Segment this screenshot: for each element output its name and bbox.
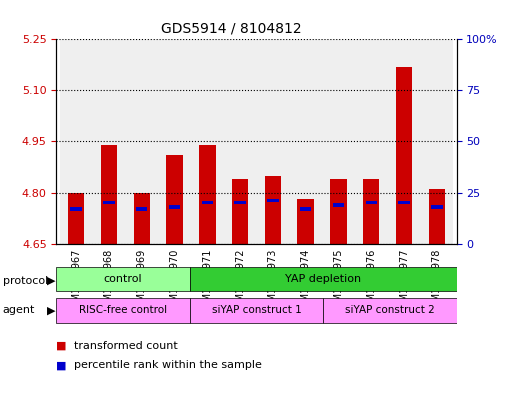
Bar <box>256 39 289 244</box>
Bar <box>133 193 150 244</box>
Bar <box>431 205 443 209</box>
Bar <box>267 199 279 202</box>
Bar <box>92 39 125 244</box>
Text: ■: ■ <box>56 360 67 371</box>
FancyBboxPatch shape <box>56 266 190 292</box>
Bar <box>396 66 412 244</box>
Bar <box>330 179 347 244</box>
Bar <box>60 39 92 244</box>
Text: percentile rank within the sample: percentile rank within the sample <box>74 360 262 371</box>
Bar <box>234 201 246 204</box>
Bar <box>289 39 322 244</box>
Bar <box>388 39 421 244</box>
Bar <box>158 39 191 244</box>
Text: RISC-free control: RISC-free control <box>79 305 167 316</box>
Text: control: control <box>104 274 143 284</box>
Bar <box>298 199 314 244</box>
FancyBboxPatch shape <box>190 266 457 292</box>
Bar <box>169 205 180 209</box>
Text: GDS5914 / 8104812: GDS5914 / 8104812 <box>161 22 301 36</box>
Bar <box>202 201 213 204</box>
Bar <box>355 39 388 244</box>
Bar <box>70 207 82 211</box>
Text: ■: ■ <box>56 341 67 351</box>
Bar <box>103 201 114 204</box>
Bar <box>101 145 117 244</box>
Text: protocol: protocol <box>3 276 48 286</box>
Text: agent: agent <box>3 305 35 316</box>
Text: YAP depletion: YAP depletion <box>285 274 361 284</box>
Text: ▶: ▶ <box>47 276 56 286</box>
Bar <box>166 155 183 244</box>
Bar <box>300 207 311 211</box>
Bar <box>366 201 377 204</box>
Bar <box>68 193 84 244</box>
Bar <box>399 201 410 204</box>
Bar <box>421 39 453 244</box>
FancyBboxPatch shape <box>190 298 323 323</box>
Text: ▶: ▶ <box>47 305 56 316</box>
Bar <box>199 145 215 244</box>
Bar <box>429 189 445 244</box>
FancyBboxPatch shape <box>56 298 190 323</box>
Bar <box>322 39 355 244</box>
Bar <box>125 39 158 244</box>
Bar <box>232 179 248 244</box>
Bar <box>136 207 147 211</box>
Bar <box>191 39 224 244</box>
Bar <box>224 39 256 244</box>
Text: siYAP construct 2: siYAP construct 2 <box>345 305 435 316</box>
Bar <box>265 176 281 244</box>
Text: siYAP construct 1: siYAP construct 1 <box>212 305 301 316</box>
Text: transformed count: transformed count <box>74 341 178 351</box>
Bar <box>363 179 380 244</box>
FancyBboxPatch shape <box>323 298 457 323</box>
Bar <box>333 203 344 207</box>
